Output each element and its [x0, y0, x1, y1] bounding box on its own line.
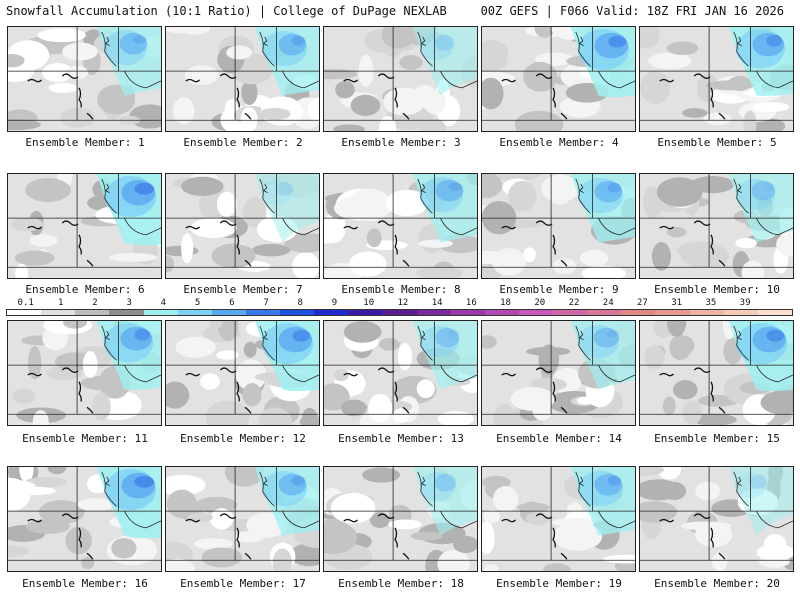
ensemble-member-map: [639, 26, 794, 132]
ensemble-member-map: [7, 466, 162, 572]
ensemble-member-label: Ensemble Member: 3: [341, 136, 461, 149]
colorbar-label: 18: [500, 298, 511, 308]
ensemble-member-map: [323, 26, 478, 132]
colorbar-label: 9: [331, 298, 338, 308]
ensemble-member-label: Ensemble Member: 20: [654, 577, 780, 590]
colorbar-swatch: [177, 310, 212, 315]
ensemble-member-label: Ensemble Member: 7: [183, 283, 303, 296]
colorbar-label: 10: [363, 298, 375, 308]
colorbar-label: 31: [671, 298, 683, 308]
colorbar-swatch: [553, 310, 588, 315]
colorbar-swatch: [689, 310, 724, 315]
ensemble-member-map: [639, 466, 794, 572]
ensemble-member-map: [481, 466, 636, 572]
colorbar-swatch: [757, 310, 792, 315]
ensemble-member-map: [7, 26, 162, 132]
colorbar-swatch: [211, 310, 246, 315]
colorbar-swatches: [6, 309, 793, 316]
colorbar-swatch: [621, 310, 656, 315]
colorbar-swatch: [416, 310, 451, 315]
ensemble-member-map: [7, 320, 162, 426]
ensemble-member-label: Ensemble Member: 1: [25, 136, 145, 149]
colorbar-swatch: [75, 310, 110, 315]
ensemble-member-label: Ensemble Member: 13: [338, 432, 464, 445]
colorbar-swatch: [518, 310, 553, 315]
colorbar-label: 7: [263, 298, 269, 308]
ensemble-member-label: Ensemble Member: 18: [338, 577, 464, 590]
colorbar-swatch: [280, 310, 315, 315]
colorbar-label: 35: [705, 298, 717, 308]
ensemble-member-label: Ensemble Member: 8: [341, 283, 461, 296]
colorbar-swatch: [587, 310, 622, 315]
colorbar-swatch: [655, 310, 690, 315]
ensemble-member-label: Ensemble Member: 16: [22, 577, 148, 590]
colorbar-label: 2: [92, 298, 98, 308]
ensemble-member-label: Ensemble Member: 2: [183, 136, 303, 149]
ensemble-member-label: Ensemble Member: 19: [496, 577, 622, 590]
colorbar-label: 39: [739, 298, 751, 308]
ensemble-member-map: [481, 173, 636, 279]
ensemble-member-label: Ensemble Member: 15: [654, 432, 780, 445]
ensemble-member-map: [165, 466, 320, 572]
colorbar-labels: 0.1 1 2 3 4 5 6 7 8 9 10 12 14 16 18 20 22 24 27 31 35 39: [6, 298, 793, 308]
colorbar-label: 14: [431, 298, 443, 308]
colorbar-label: 12: [397, 298, 409, 308]
ensemble-member-label: Ensemble Member: 5: [657, 136, 777, 149]
colorbar-swatch: [143, 310, 178, 315]
ensemble-member-map: [323, 466, 478, 572]
ensemble-member-label: Ensemble Member: 9: [499, 283, 619, 296]
ensemble-member-map: [7, 173, 162, 279]
colorbar-label: 0.1: [17, 298, 34, 308]
colorbar-label: 27: [637, 298, 648, 308]
ensemble-member-map: [481, 26, 636, 132]
ensemble-member-label: Ensemble Member: 17: [180, 577, 306, 590]
colorbar-label: 24: [602, 298, 614, 308]
colorbar-swatch: [41, 310, 76, 315]
ensemble-member-map: [639, 173, 794, 279]
ensemble-member-map: [165, 173, 320, 279]
ensemble-member-label: Ensemble Member: 11: [22, 432, 148, 445]
ensemble-member-label: Ensemble Member: 14: [496, 432, 622, 445]
map-title: Snowfall Accumulation (10:1 Ratio) | Col…: [6, 4, 447, 18]
colorbar-swatch: [382, 310, 417, 315]
ensemble-member-label: Ensemble Member: 12: [180, 432, 306, 445]
colorbar-label: 6: [229, 298, 235, 308]
colorbar-label: 5: [194, 298, 201, 308]
ensemble-member-map: [323, 320, 478, 426]
ensemble-member-map: [165, 26, 320, 132]
ensemble-member-map: [639, 320, 794, 426]
ensemble-member-label: Ensemble Member: 10: [654, 283, 780, 296]
colorbar-swatch: [109, 310, 144, 315]
colorbar-label: 22: [568, 298, 580, 308]
ensemble-member-map: [323, 173, 478, 279]
model-valid-time: 00Z GEFS | F066 Valid: 18Z FRI JAN 16 20…: [480, 4, 784, 18]
ensemble-member-map: [481, 320, 636, 426]
colorbar-label: 16: [465, 298, 477, 308]
colorbar-swatch: [450, 310, 485, 315]
colorbar-label: 1: [58, 298, 64, 308]
colorbar-swatch: [723, 310, 758, 315]
colorbar-swatch: [314, 310, 349, 315]
colorbar-swatch: [7, 310, 42, 315]
colorbar-label: 4: [160, 298, 167, 308]
colorbar-label: 8: [297, 298, 303, 308]
ensemble-member-map: [165, 320, 320, 426]
ensemble-member-label: Ensemble Member: 4: [499, 136, 619, 149]
snowfall-colorbar: 0.1 1 2 3 4 5 6 7 8 9 10 12 14 16 18 20 22 24 27 31 35 39: [6, 298, 793, 319]
colorbar-label: 20: [534, 298, 546, 308]
colorbar-swatch: [348, 310, 383, 315]
ensemble-member-label: Ensemble Member: 6: [25, 283, 145, 296]
colorbar-label: 3: [126, 298, 132, 308]
colorbar-swatch: [245, 310, 280, 315]
colorbar-swatch: [484, 310, 519, 315]
